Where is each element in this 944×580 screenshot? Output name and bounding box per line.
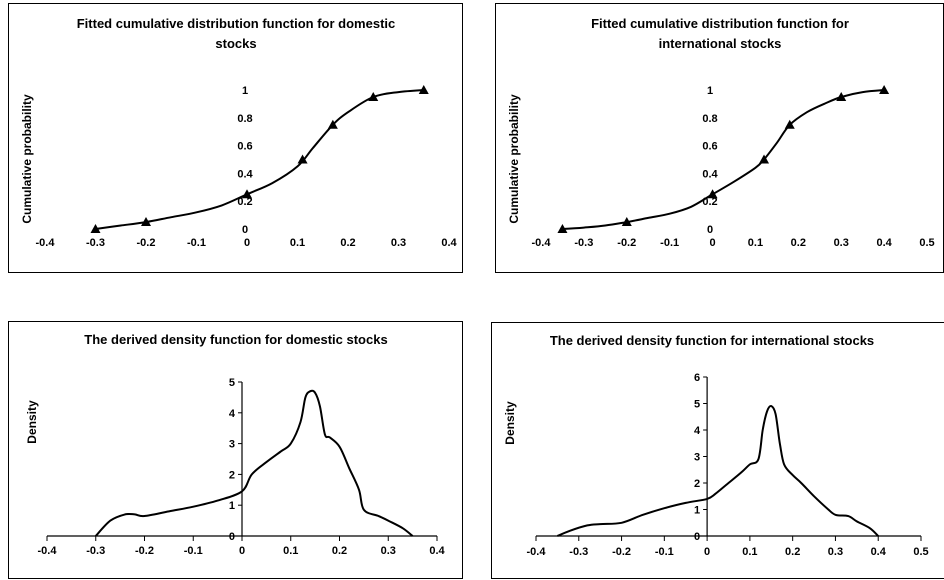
x-tick-label: -0.3	[574, 237, 593, 249]
data-point-marker	[368, 91, 379, 101]
x-tick-label: 0.3	[834, 237, 849, 249]
y-tick-label: 1	[694, 505, 700, 517]
y-axis-label: Density	[25, 400, 39, 444]
y-tick-label: 4	[694, 425, 701, 437]
x-tick-label: -0.1	[184, 545, 203, 557]
x-tick-label: 0.4	[876, 237, 892, 249]
x-tick-label: 0	[704, 546, 710, 558]
x-tick-label: 0.1	[290, 237, 305, 249]
x-tick-label: 0.2	[340, 237, 355, 249]
data-point-marker	[879, 85, 890, 94]
y-tick-label: 1	[707, 85, 713, 97]
x-tick-label: -0.2	[137, 237, 156, 249]
chart-title: The derived density function for interna…	[550, 333, 874, 348]
x-tick-label: -0.2	[135, 545, 154, 557]
data-point-marker	[297, 154, 308, 164]
x-tick-label: -0.3	[569, 546, 588, 558]
x-tick-label: 0.4	[441, 237, 457, 249]
x-tick-label: 0.1	[283, 545, 298, 557]
data-point-marker	[557, 224, 568, 233]
x-tick-label: -0.3	[86, 237, 105, 249]
x-tick-label: -0.4	[527, 546, 547, 558]
chart-cdf-domestic: Fitted cumulative distribution function …	[20, 16, 458, 249]
y-tick-label: 2	[694, 478, 700, 490]
y-axis-label: Density	[503, 401, 517, 445]
chart-title-line-1: Fitted cumulative distribution function …	[591, 16, 849, 31]
y-tick-label: 5	[694, 399, 700, 411]
data-point-marker	[836, 91, 847, 101]
x-tick-label: 0	[244, 237, 250, 249]
panel-density-international: The derived density function for interna…	[491, 322, 944, 579]
x-tick-label: -0.2	[612, 546, 631, 558]
y-tick-label: 0	[242, 224, 248, 236]
y-tick-label: 0	[694, 531, 700, 543]
data-point-marker	[784, 119, 795, 129]
x-tick-label: 0	[709, 237, 715, 249]
chart-title: The derived density function for domesti…	[84, 332, 387, 347]
y-tick-label: 2	[229, 469, 235, 481]
y-tick-label: 1	[242, 85, 248, 97]
x-tick-label: -0.3	[86, 545, 105, 557]
y-tick-label: 0.8	[237, 113, 252, 125]
y-tick-label: 0.6	[237, 141, 252, 153]
series-line	[95, 389, 414, 537]
chart-title-line-1: Fitted cumulative distribution function …	[77, 16, 396, 31]
x-tick-label: 0.4	[429, 545, 445, 557]
y-axis-label: Cumulative probability	[20, 94, 34, 224]
data-point-marker	[418, 85, 429, 94]
y-tick-label: 0.6	[702, 141, 717, 153]
series-line	[557, 405, 879, 537]
x-tick-label: 0.2	[791, 237, 806, 249]
y-tick-label: 3	[694, 452, 700, 464]
chart-density-international: The derived density function for interna…	[503, 333, 929, 558]
series-line	[562, 89, 885, 230]
y-tick-label: 4	[229, 408, 236, 420]
y-tick-label: 0	[229, 531, 235, 543]
y-tick-label: 5	[229, 377, 235, 389]
y-axis-label: Cumulative probability	[507, 94, 521, 224]
y-tick-label: 0.2	[237, 196, 252, 208]
data-point-marker	[242, 189, 252, 199]
x-tick-label: -0.1	[655, 546, 674, 558]
data-point-marker	[707, 189, 718, 199]
x-tick-label: 0.4	[871, 546, 887, 558]
x-tick-label: 0.1	[742, 546, 757, 558]
data-point-marker	[141, 217, 151, 227]
x-tick-label: 0.5	[919, 237, 934, 249]
panel-density-domestic: The derived density function for domesti…	[8, 321, 463, 579]
x-tick-label: -0.2	[617, 237, 636, 249]
x-tick-label: 0.2	[332, 545, 347, 557]
x-tick-label: -0.1	[660, 237, 679, 249]
x-tick-label: 0.1	[748, 237, 763, 249]
x-tick-label: 0	[239, 545, 245, 557]
panel-cdf-international: Fitted cumulative distribution function …	[495, 3, 944, 273]
y-tick-label: 1	[229, 500, 235, 512]
data-point-marker	[327, 119, 338, 129]
series-line	[95, 89, 424, 230]
chart-title-line-2: stocks	[215, 36, 256, 51]
data-point-marker	[621, 217, 632, 227]
x-tick-label: 0.3	[828, 546, 843, 558]
x-tick-label: -0.4	[532, 237, 552, 249]
chart-title-line-2: international stocks	[659, 36, 782, 51]
data-point-marker	[90, 224, 101, 233]
chart-cdf-international: Fitted cumulative distribution function …	[507, 16, 935, 249]
y-tick-label: 6	[694, 372, 700, 384]
y-tick-label: 0	[707, 224, 713, 236]
x-tick-label: -0.4	[36, 237, 56, 249]
chart-density-domestic: The derived density function for domesti…	[25, 332, 446, 557]
x-tick-label: 0.3	[381, 545, 396, 557]
data-point-marker	[759, 154, 770, 164]
x-tick-label: -0.4	[38, 545, 58, 557]
y-tick-label: 0.4	[702, 168, 718, 180]
x-tick-label: 0.2	[785, 546, 800, 558]
x-tick-label: 0.3	[391, 237, 406, 249]
x-tick-label: 0.5	[913, 546, 928, 558]
x-tick-label: -0.1	[187, 237, 206, 249]
y-tick-label: 0.8	[702, 113, 717, 125]
panel-cdf-domestic: Fitted cumulative distribution function …	[8, 3, 463, 273]
y-tick-label: 0.4	[237, 168, 253, 180]
y-tick-label: 3	[229, 439, 235, 451]
